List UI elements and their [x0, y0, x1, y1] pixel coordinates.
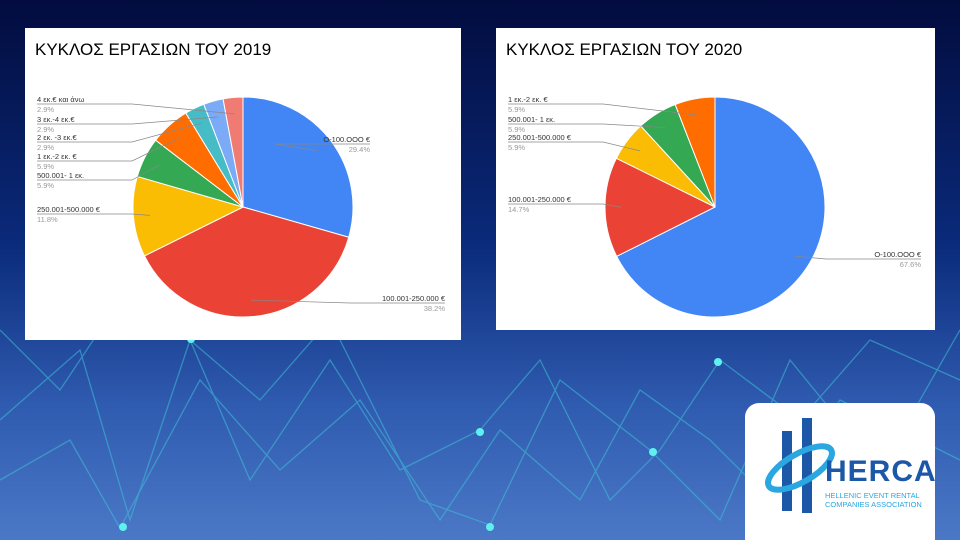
slice-percent: 5.9%	[508, 125, 525, 134]
leader-line	[508, 203, 622, 208]
pie-slice[interactable]	[616, 96, 826, 318]
slice-label: 1 εκ.-2 εκ. €	[37, 152, 77, 161]
leader-line	[508, 103, 698, 116]
chart-card-2020: ΚΥΚΛΟΣ ΕΡΓΑΣΙΩΝ ΤΟΥ 2020 O-100.OOO €67.6…	[496, 28, 935, 330]
leader-line	[37, 137, 181, 162]
pie-slice[interactable]	[143, 206, 350, 318]
slice-percent: 67.6%	[900, 260, 922, 269]
pie-slice[interactable]	[674, 96, 716, 208]
slice-percent: 5.9%	[37, 181, 54, 190]
slice-percent: 5.9%	[508, 105, 525, 114]
slice-percent: 38.2%	[424, 304, 446, 313]
leader-line	[37, 103, 235, 115]
chart-title: ΚΥΚΛΟΣ ΕΡΓΑΣΙΩΝ ΤΟΥ 2020	[506, 40, 743, 59]
chart-title: ΚΥΚΛΟΣ ΕΡΓΑΣΙΩΝ ΤΟΥ 2019	[35, 40, 272, 59]
slice-label: 250.001-500.000 €	[37, 205, 101, 214]
pie-chart-2019: O-100.OOO €29.4% 100.001-250.000 €38.2% 25…	[37, 95, 446, 318]
slice-percent: 2.9%	[37, 125, 54, 134]
leader-line	[37, 116, 218, 125]
herca-logo: HERCA HELLENIC EVENT RENTAL COMPANIES AS…	[745, 403, 937, 540]
chart-card-2019: ΚΥΚΛΟΣ ΕΡΓΑΣΙΩΝ ΤΟΥ 2019 O-100.OOO €29.4…	[25, 28, 461, 340]
leader-line	[37, 164, 160, 181]
slice-label: 2 εκ. -3 εκ.€	[37, 133, 77, 142]
pie-slice[interactable]	[222, 96, 244, 208]
slice-label: 500.001- 1 εκ.	[37, 171, 84, 180]
slice-label: 4 εκ.€ και άνω	[37, 95, 85, 104]
slice-label: 100.001-250.000 €	[508, 195, 572, 204]
slice-percent: 29.4%	[349, 145, 371, 154]
pie-slice[interactable]	[242, 96, 354, 238]
logo-name: HERCA	[825, 455, 937, 488]
slice-percent: 2.9%	[37, 143, 54, 152]
slice-label: O-100.OOO €	[323, 135, 371, 144]
leader-line	[274, 143, 370, 152]
slice-label: 500.001- 1 εκ.	[508, 115, 555, 124]
pie-slice[interactable]	[132, 175, 245, 257]
slice-label: 250.001-500.000 €	[508, 133, 572, 142]
slice-percent: 5.9%	[508, 143, 525, 152]
leader-line	[37, 122, 202, 143]
pie-slice[interactable]	[604, 157, 717, 257]
slice-percent: 14.7%	[508, 205, 530, 214]
leader-line	[37, 213, 150, 216]
slice-label: 100.001-250.000 €	[382, 294, 446, 303]
pie-chart-2020: O-100.OOO €67.6% 100.001-250.000 €14.7% 25…	[508, 95, 922, 318]
slice-percent: 5.9%	[37, 162, 54, 171]
leader-line	[251, 299, 445, 304]
slice-label: O-100.OOO €	[874, 250, 922, 259]
slice-percent: 11.8%	[37, 215, 58, 224]
logo-subtitle: HELLENIC EVENT RENTAL COMPANIES ASSOCIAT…	[825, 491, 922, 509]
slice-percent: 2.9%	[37, 105, 54, 114]
leader-line	[508, 123, 666, 128]
slice-label: 3 εκ.-4 εκ.€	[37, 115, 75, 124]
slice-label: 1 εκ.-2 εκ. €	[508, 95, 548, 104]
leader-line	[508, 141, 641, 152]
leader-line	[794, 255, 921, 260]
herca-h-icon	[765, 418, 835, 513]
